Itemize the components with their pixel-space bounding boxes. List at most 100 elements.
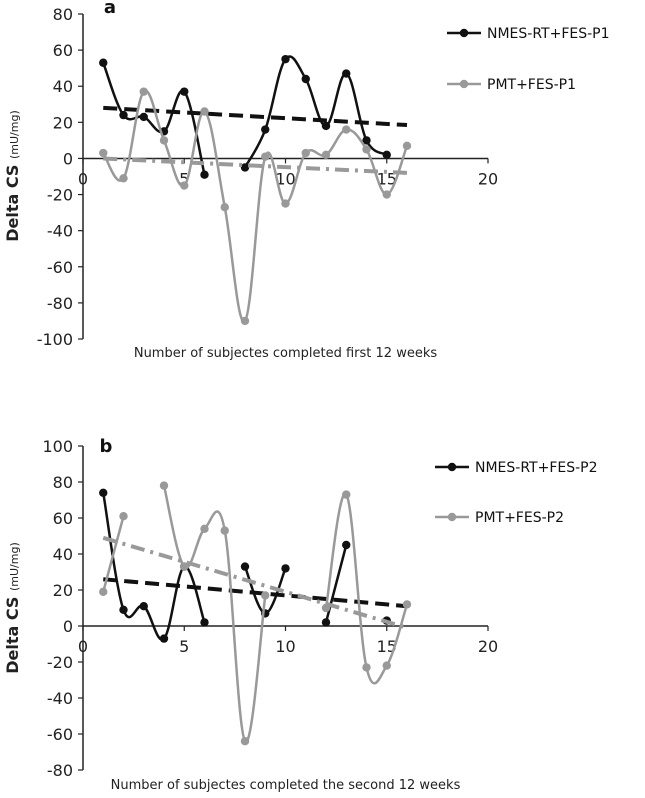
- data-point: [342, 125, 351, 134]
- y-tick-label: 0: [63, 617, 73, 636]
- data-point: [200, 618, 209, 627]
- data-point: [261, 125, 270, 134]
- data-point: [240, 737, 250, 746]
- data-point: [402, 600, 412, 609]
- y-axis-label: Delta CS (mU/mg): [3, 542, 22, 674]
- data-point: [342, 69, 351, 78]
- data-point: [180, 87, 189, 96]
- data-point: [240, 562, 250, 571]
- x-tick-label: 20: [478, 637, 498, 656]
- data-point: [200, 524, 209, 533]
- trendline-PMT+FES-P2: [102, 535, 408, 630]
- data-point: [139, 112, 148, 122]
- data-point: [362, 136, 371, 145]
- data-point: [220, 526, 229, 535]
- legend-label: PMT+FES-P1: [487, 77, 576, 93]
- panel-letter: b: [100, 436, 113, 457]
- data-point: [321, 603, 331, 613]
- x-tick-label: 5: [179, 169, 189, 188]
- data-point: [99, 587, 108, 596]
- y-tick-label: 80: [53, 5, 73, 24]
- data-point: [200, 170, 209, 179]
- y-tick-label: 0: [63, 149, 73, 168]
- y-tick-label: -60: [47, 725, 73, 744]
- legend-label: NMES-RT+FES-P2: [475, 460, 598, 476]
- x-tick-label: 10: [275, 169, 295, 188]
- data-point: [321, 150, 331, 160]
- legend-marker: [459, 79, 469, 89]
- data-point: [119, 605, 128, 614]
- y-tick-label: -20: [47, 186, 73, 205]
- series-line: [102, 515, 125, 593]
- trendline-PMT+FES-P1: [103, 156, 408, 175]
- data-point: [159, 634, 169, 643]
- data-point: [342, 540, 351, 550]
- legend-marker: [459, 28, 469, 38]
- x-tick-label: 15: [377, 169, 397, 188]
- series-line: [162, 485, 267, 743]
- y-tick-label: -40: [47, 689, 73, 708]
- legend-marker: [447, 462, 457, 472]
- data-point: [301, 148, 310, 158]
- y-tick-label: 60: [53, 509, 73, 528]
- y-tick-label: -40: [47, 222, 73, 241]
- legend-marker: [447, 512, 457, 522]
- data-point: [261, 152, 270, 161]
- data-point: [180, 181, 189, 190]
- data-point: [200, 107, 209, 116]
- data-point: [321, 121, 331, 131]
- x-tick-label: 20: [478, 169, 498, 188]
- x-tick-label: 0: [78, 169, 88, 188]
- y-axis-label-main: Delta CS: [3, 591, 22, 674]
- series-line: [324, 492, 409, 685]
- data-point: [281, 199, 290, 208]
- data-point: [281, 564, 290, 573]
- series-PMT+FES-P1: [99, 87, 412, 326]
- y-tick-label: -100: [37, 330, 73, 349]
- data-point: [159, 136, 169, 145]
- y-axis-label-main: Delta CS: [3, 159, 22, 242]
- data-point: [321, 618, 331, 627]
- series-line: [243, 55, 388, 169]
- data-point: [382, 150, 391, 160]
- chart-panel-a: -100 -80 -60 -40 -20 0 20 40 60 80 0 5 10 15 20 a Delta …: [3, 0, 498, 361]
- x-tick-label: 0: [78, 637, 88, 656]
- legend-entry-NMES-RT+FES-P2: NMES-RT+FES-P2: [435, 460, 598, 476]
- y-tick-label: 20: [53, 581, 73, 600]
- y-tick-label: 80: [53, 473, 73, 492]
- data-point: [99, 488, 108, 497]
- data-point: [342, 490, 351, 499]
- x-tick-label: 10: [275, 637, 295, 656]
- data-point: [281, 54, 290, 64]
- y-axis-label: Delta CS (mU/mg): [3, 110, 22, 242]
- data-point: [382, 190, 391, 199]
- data-point: [159, 481, 169, 490]
- series-NMES-RT+FES-P1: [99, 54, 408, 179]
- data-point: [362, 663, 371, 672]
- data-point: [119, 110, 128, 120]
- data-point: [301, 74, 310, 84]
- data-point: [402, 141, 412, 151]
- x-axis-label: Number of subjectes completed first 12 w…: [134, 346, 438, 361]
- data-point: [99, 148, 108, 158]
- data-point: [382, 661, 391, 670]
- legend-label: NMES-RT+FES-P1: [487, 26, 610, 42]
- legend-entry-PMT+FES-P2: PMT+FES-P2: [435, 510, 564, 526]
- y-axis-label-unit: (mU/mg): [8, 110, 21, 159]
- data-point: [99, 58, 108, 67]
- y-axis-label-unit: (mU/mg): [8, 542, 21, 591]
- data-point: [362, 145, 371, 154]
- legend-entry-NMES-RT+FES-P1: NMES-RT+FES-P1: [447, 26, 610, 42]
- data-point: [119, 174, 128, 183]
- data-point: [220, 202, 229, 212]
- x-axis-label: Number of subjectes completed the second…: [111, 778, 461, 793]
- data-point: [139, 87, 148, 96]
- y-tick-label: -80: [47, 294, 73, 313]
- data-point: [240, 163, 250, 172]
- data-point: [139, 602, 148, 611]
- y-tick-label: 40: [53, 77, 73, 96]
- x-tick-label: 5: [179, 637, 189, 656]
- series-PMT+FES-P2: [99, 481, 412, 746]
